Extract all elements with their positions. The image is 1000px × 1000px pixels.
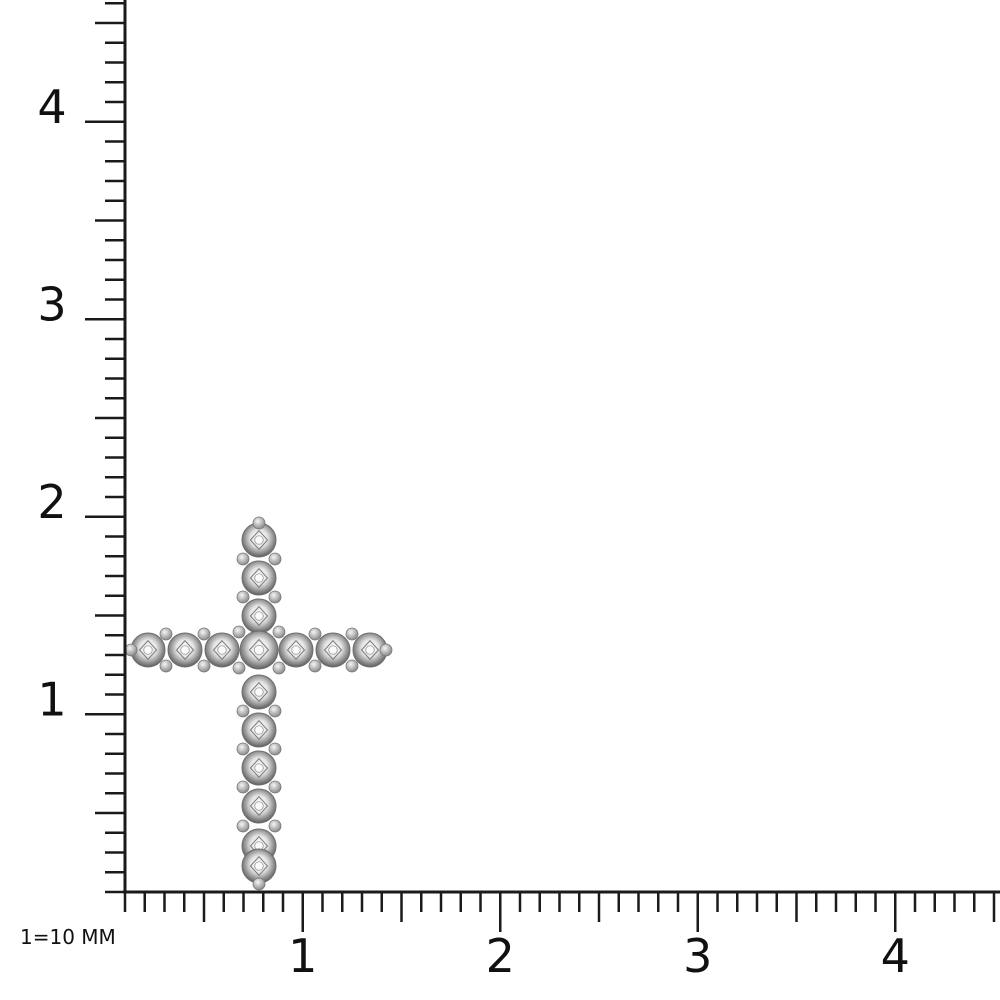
prong	[268, 552, 282, 566]
x-tick-label: 3	[683, 929, 712, 983]
prong	[252, 516, 266, 530]
prong	[272, 625, 286, 639]
prong	[272, 661, 286, 675]
diamond-stone	[241, 788, 277, 824]
prong	[252, 877, 266, 891]
x-tick-label: 1	[288, 929, 317, 983]
diamond-stone	[204, 632, 240, 668]
scale-note: 1=10 MM	[20, 925, 116, 949]
ruler-axes: 1 2 3 4 1 2 3 4	[37, 0, 1000, 983]
prong	[236, 780, 250, 794]
prong	[159, 659, 173, 673]
y-tick-label: 2	[37, 475, 66, 529]
prong	[268, 704, 282, 718]
diamond-stone	[278, 632, 314, 668]
prong	[159, 627, 173, 641]
diamond-stone	[241, 522, 277, 558]
y-tick-label: 1	[37, 672, 66, 726]
prong	[236, 552, 250, 566]
diamond-stone	[241, 560, 277, 596]
y-tick-label: 4	[37, 80, 66, 134]
diamond-stone	[241, 712, 277, 748]
prong	[236, 590, 250, 604]
prong	[379, 643, 393, 657]
x-tick-label: 4	[881, 929, 910, 983]
prong	[268, 780, 282, 794]
x-tick-label: 2	[486, 929, 515, 983]
diamond-stone	[241, 750, 277, 786]
prong	[308, 627, 322, 641]
prong	[232, 625, 246, 639]
prong	[232, 661, 246, 675]
prong	[268, 819, 282, 833]
prong	[197, 659, 211, 673]
diamond-stone	[239, 630, 279, 670]
prong	[268, 590, 282, 604]
prong	[236, 819, 250, 833]
diamond-stone	[241, 674, 277, 710]
prong	[236, 742, 250, 756]
prong	[197, 627, 211, 641]
prong	[268, 742, 282, 756]
prong	[345, 627, 359, 641]
diamond-stone	[315, 632, 351, 668]
diamond-stone	[241, 598, 277, 634]
prong	[308, 659, 322, 673]
prong	[124, 643, 138, 657]
prong	[236, 704, 250, 718]
cross-pendant	[124, 516, 393, 891]
diamond-stone	[167, 632, 203, 668]
prong	[345, 659, 359, 673]
y-tick-label: 3	[37, 277, 66, 331]
